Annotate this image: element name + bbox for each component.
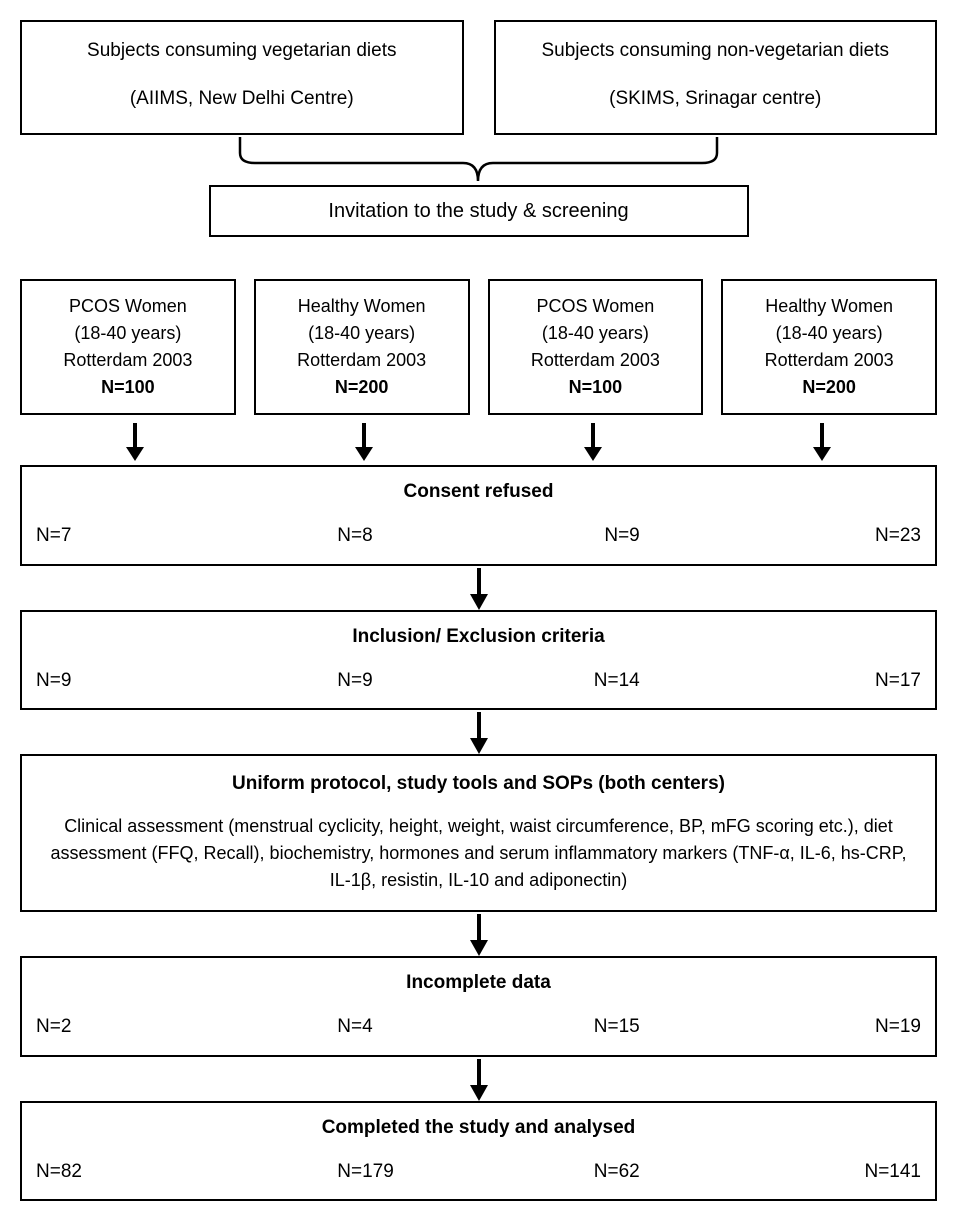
g1-l3: Rotterdam 2003	[262, 347, 462, 374]
consent-n-row: N=7 N=8 N=9 N=23	[36, 521, 921, 551]
arrow-down-icon	[464, 912, 494, 956]
arrows-groups-to-consent	[20, 421, 937, 461]
g3-l1: Healthy Women	[729, 293, 929, 320]
inclusion-box: Inclusion/ Exclusion criteria N=9 N=9 N=…	[20, 610, 937, 711]
inclusion-n1: N=9	[187, 666, 488, 696]
completed-n-row: N=82 N=179 N=62 N=141	[36, 1157, 921, 1187]
g0-l2: (18-40 years)	[28, 320, 228, 347]
invitation-text: Invitation to the study & screening	[328, 200, 628, 222]
inclusion-n2: N=14	[489, 666, 770, 696]
g1-l1: Healthy Women	[262, 293, 462, 320]
veg-line2: (AIIMS, New Delhi Centre)	[30, 84, 454, 114]
incomplete-n3: N=19	[770, 1012, 921, 1042]
arrow-down-icon	[464, 710, 494, 754]
g3-l3: Rotterdam 2003	[729, 347, 929, 374]
inclusion-title: Inclusion/ Exclusion criteria	[36, 622, 921, 652]
merge-connector	[20, 135, 937, 185]
g2-l2: (18-40 years)	[496, 320, 696, 347]
nonveg-line2: (SKIMS, Srinagar centre)	[504, 84, 928, 114]
protocol-body: Clinical assessment (menstrual cyclicity…	[38, 813, 919, 894]
g2-n: N=100	[496, 374, 696, 401]
protocol-box: Uniform protocol, study tools and SOPs (…	[20, 754, 937, 912]
inclusion-n-row: N=9 N=9 N=14 N=17	[36, 666, 921, 696]
invitation-box: Invitation to the study & screening	[209, 185, 749, 237]
incomplete-n0: N=2	[36, 1012, 187, 1042]
completed-title: Completed the study and analysed	[36, 1113, 921, 1143]
arrow-down-icon	[464, 566, 494, 610]
g0-n: N=100	[28, 374, 228, 401]
completed-n2: N=62	[489, 1157, 770, 1187]
group-3: Healthy Women (18-40 years) Rotterdam 20…	[721, 279, 937, 415]
incomplete-n2: N=15	[489, 1012, 770, 1042]
g0-l3: Rotterdam 2003	[28, 347, 228, 374]
completed-n0: N=82	[36, 1157, 187, 1187]
nonveg-box: Subjects consuming non-vegetarian diets …	[494, 20, 938, 135]
completed-n1: N=179	[187, 1157, 488, 1187]
g3-n: N=200	[729, 374, 929, 401]
group-0: PCOS Women (18-40 years) Rotterdam 2003 …	[20, 279, 236, 415]
g1-n: N=200	[262, 374, 462, 401]
completed-n3: N=141	[770, 1157, 921, 1187]
arrow-down-icon	[807, 421, 837, 461]
top-row: Subjects consuming vegetarian diets (AII…	[20, 20, 937, 135]
incomplete-n1: N=4	[187, 1012, 488, 1042]
g2-l3: Rotterdam 2003	[496, 347, 696, 374]
consent-n3: N=23	[770, 521, 921, 551]
g1-l2: (18-40 years)	[262, 320, 462, 347]
consent-n0: N=7	[36, 521, 187, 551]
group-1: Healthy Women (18-40 years) Rotterdam 20…	[254, 279, 470, 415]
groups-row: PCOS Women (18-40 years) Rotterdam 2003 …	[20, 279, 937, 415]
inclusion-n0: N=9	[36, 666, 187, 696]
flowchart-container: Subjects consuming vegetarian diets (AII…	[20, 20, 937, 1201]
consent-box: Consent refused N=7 N=8 N=9 N=23	[20, 465, 937, 566]
incomplete-box: Incomplete data N=2 N=4 N=15 N=19	[20, 956, 937, 1057]
arrow-down-icon	[349, 421, 379, 461]
arrow-down-icon	[464, 1057, 494, 1101]
g3-l2: (18-40 years)	[729, 320, 929, 347]
veg-line1: Subjects consuming vegetarian diets	[30, 36, 454, 66]
arrow-down-icon	[578, 421, 608, 461]
arrow-down-icon	[120, 421, 150, 461]
veg-box: Subjects consuming vegetarian diets (AII…	[20, 20, 464, 135]
incomplete-n-row: N=2 N=4 N=15 N=19	[36, 1012, 921, 1042]
completed-box: Completed the study and analysed N=82 N=…	[20, 1101, 937, 1202]
consent-title: Consent refused	[36, 477, 921, 507]
g0-l1: PCOS Women	[28, 293, 228, 320]
nonveg-line1: Subjects consuming non-vegetarian diets	[504, 36, 928, 66]
consent-n1: N=8	[187, 521, 488, 551]
g2-l1: PCOS Women	[496, 293, 696, 320]
group-2: PCOS Women (18-40 years) Rotterdam 2003 …	[488, 279, 704, 415]
consent-n2: N=9	[489, 521, 770, 551]
incomplete-title: Incomplete data	[36, 968, 921, 998]
protocol-title: Uniform protocol, study tools and SOPs (…	[38, 770, 919, 799]
inclusion-n3: N=17	[770, 666, 921, 696]
